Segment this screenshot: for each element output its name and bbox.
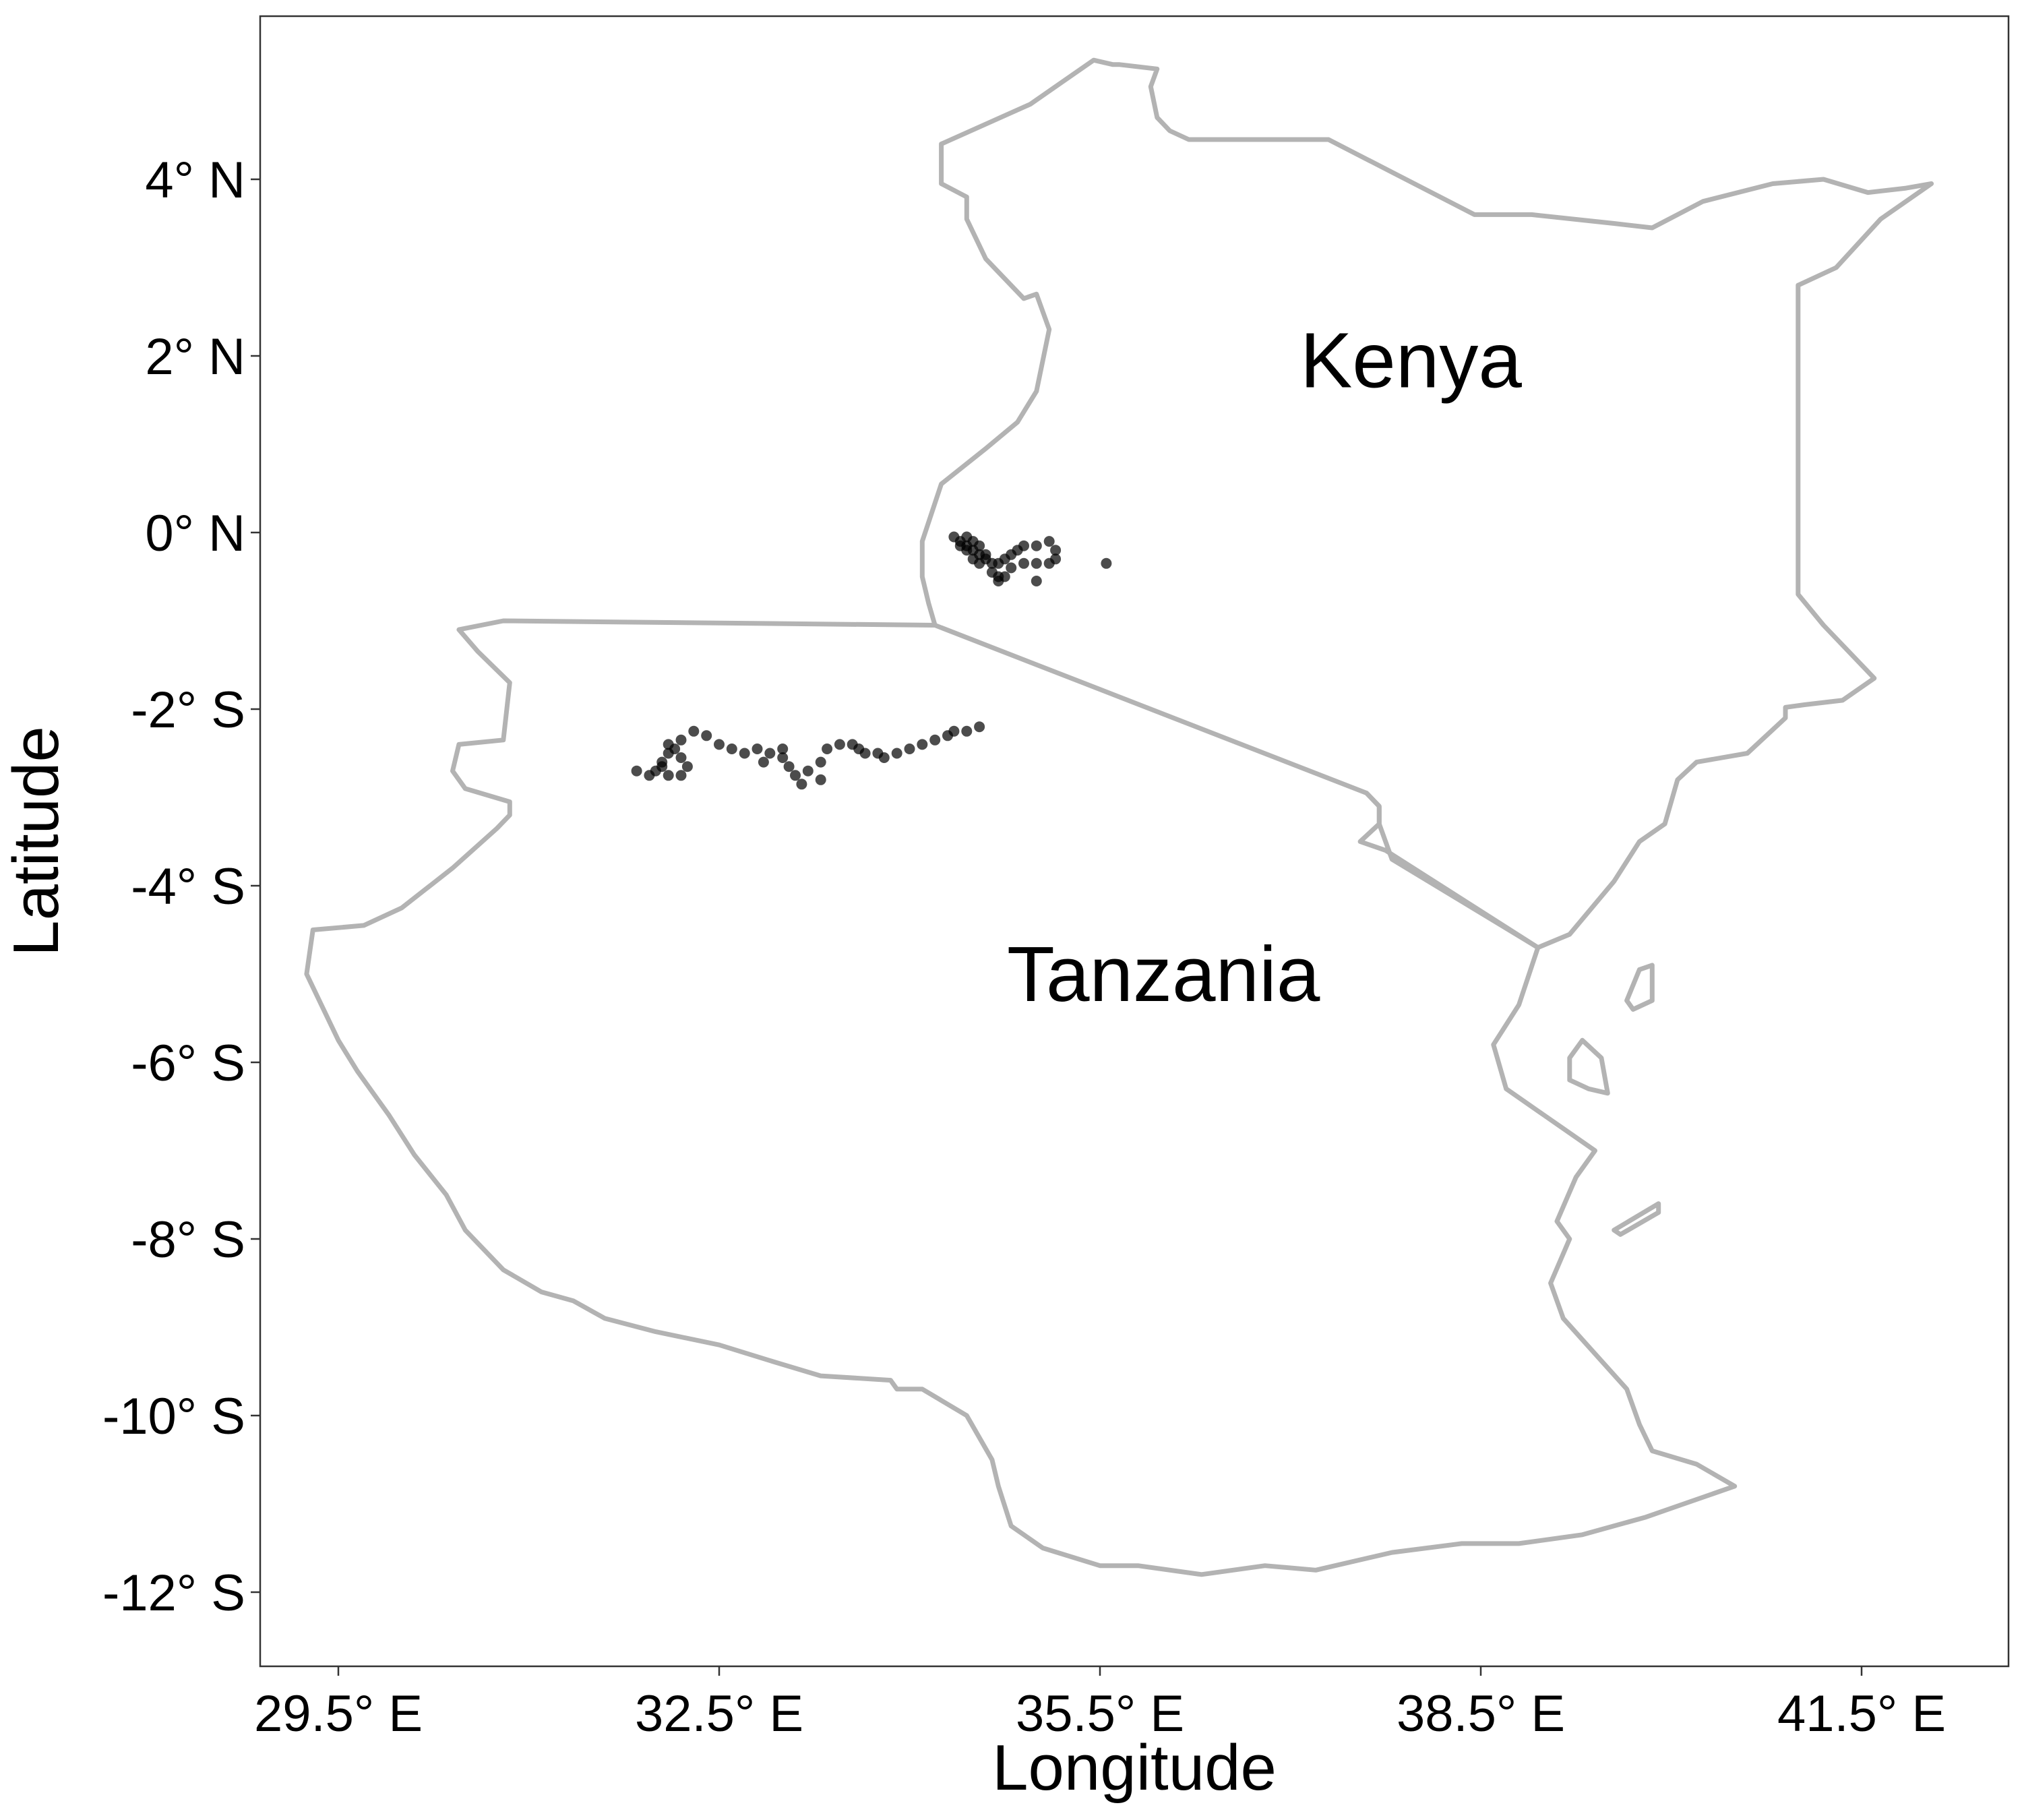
scatter-point xyxy=(980,549,991,560)
scatter-point xyxy=(859,748,871,759)
scatter-point xyxy=(663,770,674,781)
y-axis: 4° N 2° N 0° N -2° S -4° S -6° S -8° S -10° S -1… xyxy=(102,152,260,1622)
scatter-point xyxy=(822,744,833,754)
scatter-point xyxy=(663,739,674,750)
scatter-point xyxy=(1018,557,1029,569)
y-tick-label: -10° S xyxy=(102,1388,245,1445)
x-axis-title: Longitude xyxy=(992,1732,1277,1804)
scatter-point xyxy=(739,748,750,759)
scatter-point xyxy=(758,756,769,768)
scatter-point xyxy=(1031,557,1042,569)
scatter-point xyxy=(1043,536,1055,547)
scatter-point xyxy=(701,730,712,741)
y-tick-label: 4° N xyxy=(145,152,245,209)
border-kenya xyxy=(919,57,1934,950)
scatter-point xyxy=(904,744,915,754)
x-tick-label: 32.5° E xyxy=(635,1685,803,1742)
scatter-point xyxy=(974,721,985,733)
y-tick-label: -8° S xyxy=(131,1211,245,1269)
scatter-point xyxy=(1050,553,1062,565)
scatter-point xyxy=(891,748,902,759)
y-tick-label: -6° S xyxy=(131,1035,245,1092)
scatter-point xyxy=(1050,545,1062,556)
country-labels: Kenya Tanzania xyxy=(1007,317,1522,1019)
y-axis-title: Latitude xyxy=(0,726,72,957)
scatter-point xyxy=(834,739,845,750)
y-tick-label: 0° N xyxy=(145,505,245,562)
scatter-point xyxy=(714,739,725,750)
scatter-point xyxy=(783,761,795,772)
scatter-point xyxy=(796,779,807,790)
scatter-point xyxy=(777,752,789,763)
scatter-point xyxy=(726,744,737,754)
scatter-point xyxy=(929,734,941,746)
scatter-point xyxy=(961,531,973,543)
country-label-tanzania: Tanzania xyxy=(1007,930,1320,1018)
scatter-point xyxy=(777,744,789,754)
country-borders xyxy=(304,57,1934,1577)
scatter-point xyxy=(815,756,826,768)
scatter-point xyxy=(656,761,668,772)
scatter-point xyxy=(961,545,973,556)
scatter-point xyxy=(675,770,687,781)
country-label-kenya: Kenya xyxy=(1300,317,1522,404)
scatter-point xyxy=(764,748,776,759)
scatter-point xyxy=(1031,576,1042,586)
y-tick-label: -4° S xyxy=(131,858,245,915)
y-tick-label: 2° N xyxy=(145,328,245,386)
border-mafia xyxy=(1612,1201,1661,1237)
y-tick-label: -12° S xyxy=(102,1565,245,1622)
x-tick-label: 35.5° E xyxy=(1016,1685,1184,1742)
scatter-point xyxy=(917,739,928,750)
scatter-point xyxy=(1031,540,1042,551)
border-pemba xyxy=(1624,963,1655,1012)
scatter-point xyxy=(974,557,985,569)
x-tick-label: 41.5° E xyxy=(1777,1685,1946,1742)
scatter-point xyxy=(675,752,687,763)
scatter-point xyxy=(688,725,700,737)
x-axis: 29.5° E 32.5° E 35.5° E 38.5° E 41.5° E xyxy=(254,1666,1946,1742)
scatter-point xyxy=(1101,557,1112,569)
scatter-point xyxy=(631,765,642,777)
scatter-point xyxy=(815,774,826,785)
plot-panel xyxy=(259,15,2010,1668)
scatter-point xyxy=(802,765,814,777)
scatter-point xyxy=(752,744,763,754)
scatter-point xyxy=(993,557,1004,569)
scatter-point xyxy=(948,725,960,737)
border-zanzibar xyxy=(1567,1037,1610,1096)
x-tick-label: 38.5° E xyxy=(1397,1685,1565,1742)
scatter-point xyxy=(681,761,693,772)
scatter-points xyxy=(631,531,1112,790)
scatter-point xyxy=(675,734,687,746)
scatter-point xyxy=(790,770,801,781)
scatter-point xyxy=(1006,562,1017,574)
scatter-point xyxy=(999,571,1010,582)
border-tanzania xyxy=(304,618,1738,1577)
y-tick-label: -2° S xyxy=(131,681,245,739)
x-tick-label: 29.5° E xyxy=(254,1685,423,1742)
scatter-point xyxy=(878,752,890,763)
scatter-point xyxy=(961,725,973,737)
